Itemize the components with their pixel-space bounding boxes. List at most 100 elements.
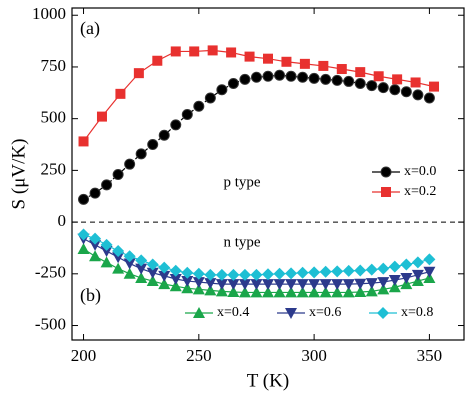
legend-item: x=0.6	[277, 305, 341, 320]
marker	[354, 264, 367, 277]
marker	[319, 286, 332, 298]
marker	[123, 250, 136, 263]
marker	[181, 109, 193, 121]
marker	[365, 285, 378, 297]
marker	[308, 286, 321, 298]
marker	[123, 267, 136, 279]
marker	[112, 169, 124, 181]
marker	[285, 286, 298, 298]
marker	[273, 279, 286, 291]
marker	[135, 263, 148, 275]
marker	[274, 69, 286, 81]
marker	[78, 193, 90, 205]
marker	[158, 278, 171, 290]
marker	[377, 277, 390, 289]
marker	[193, 100, 205, 112]
marker	[96, 111, 107, 122]
marker	[227, 286, 240, 298]
marker	[77, 228, 90, 241]
marker	[227, 268, 240, 281]
y-axis-label: S (μV/K)	[8, 139, 29, 210]
marker	[158, 129, 170, 141]
y-tick-label: 0	[58, 211, 67, 230]
marker	[308, 72, 320, 84]
marker	[112, 252, 125, 264]
marker	[400, 272, 413, 284]
marker	[133, 68, 144, 79]
marker	[342, 279, 355, 291]
marker	[366, 80, 378, 92]
marker	[244, 51, 255, 62]
marker	[354, 78, 366, 90]
marker	[193, 307, 205, 318]
panel-label: (b)	[80, 285, 101, 306]
marker	[147, 139, 159, 151]
marker	[135, 254, 148, 267]
marker	[400, 258, 413, 271]
marker	[263, 53, 273, 64]
marker	[250, 71, 262, 83]
marker	[388, 260, 401, 273]
marker	[181, 282, 194, 294]
marker	[100, 246, 113, 258]
marker	[115, 88, 126, 99]
marker	[411, 256, 424, 269]
y-tick-label: -500	[35, 314, 66, 333]
marker	[215, 268, 228, 281]
marker	[239, 73, 251, 85]
series-line	[83, 49, 435, 142]
x-tick-label: 250	[186, 346, 212, 365]
plot-frame	[71, 7, 465, 341]
marker	[392, 74, 403, 85]
marker	[388, 281, 401, 293]
marker	[388, 275, 401, 287]
legend-label: x=0.0	[404, 164, 436, 179]
marker	[331, 74, 343, 86]
marker	[181, 276, 194, 288]
marker	[285, 267, 298, 280]
marker	[296, 286, 309, 298]
marker	[355, 67, 366, 78]
marker	[170, 119, 182, 131]
marker	[227, 78, 239, 90]
marker	[78, 136, 89, 147]
marker	[170, 46, 181, 57]
marker	[400, 86, 412, 98]
marker	[377, 262, 390, 275]
marker	[429, 81, 440, 92]
marker	[123, 258, 136, 270]
marker	[381, 187, 391, 197]
marker	[112, 262, 125, 274]
legend-label: x=0.6	[309, 305, 341, 320]
marker	[169, 280, 182, 292]
marker	[146, 258, 159, 271]
marker	[89, 187, 101, 199]
marker	[331, 279, 344, 291]
marker	[423, 92, 435, 104]
x-axis-label: T (K)	[247, 370, 289, 391]
marker	[318, 60, 329, 71]
marker	[273, 286, 286, 298]
marker	[262, 70, 274, 82]
marker	[227, 279, 240, 291]
marker	[89, 239, 102, 251]
y-tick-label: -250	[35, 263, 66, 282]
marker	[296, 266, 309, 279]
marker	[343, 75, 355, 87]
marker	[181, 266, 194, 279]
marker	[238, 286, 251, 298]
marker	[204, 92, 216, 104]
marker	[262, 286, 274, 298]
y-tick-label: 750	[41, 56, 67, 75]
marker	[365, 263, 378, 276]
marker	[207, 45, 218, 56]
x-tick-label: 350	[417, 346, 443, 365]
marker	[77, 242, 90, 254]
marker	[354, 278, 367, 290]
marker	[250, 268, 263, 281]
marker	[320, 73, 332, 85]
y-tick-label: 1000	[32, 4, 66, 23]
marker	[308, 279, 321, 291]
marker	[146, 267, 159, 279]
marker	[215, 285, 228, 297]
